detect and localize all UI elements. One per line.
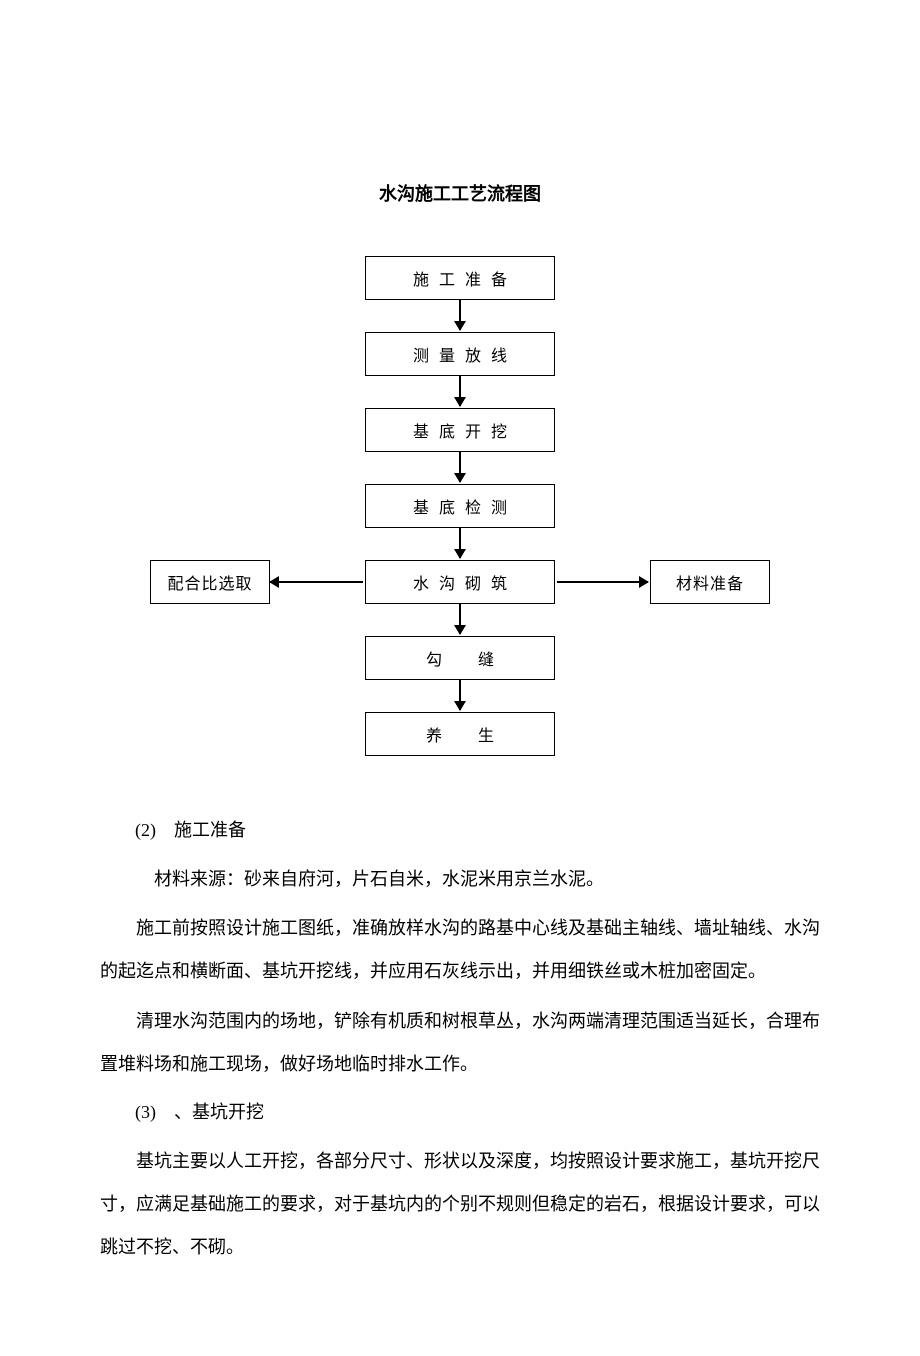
flow-node-n5: 水沟砌筑	[365, 560, 555, 604]
flow-arrow-down-2	[459, 452, 461, 482]
flow-arrow-left-0	[270, 581, 363, 583]
flow-arrow-right-1	[557, 581, 648, 583]
section-title: 施工准备	[174, 820, 246, 840]
page-title: 水沟施工工艺流程图	[100, 180, 820, 206]
section-heading-1: (3) 、基坑开挖	[135, 1098, 820, 1124]
section-num: (2)	[135, 820, 156, 840]
flow-arrow-down-5	[459, 680, 461, 710]
paragraph-1-0: 基坑主要以人工开挖，各部分尺寸、形状以及深度，均按照设计要求施工，基坑开挖尺寸，…	[100, 1140, 820, 1270]
document-page: 水沟施工工艺流程图 施工准备测量放线基底开挖基底检测水沟砌筑勾缝养生配合比选取材…	[0, 0, 920, 1356]
flow-arrow-down-3	[459, 528, 461, 558]
flow-node-sR: 材料准备	[650, 560, 770, 604]
section-title: 、基坑开挖	[174, 1102, 264, 1122]
flow-node-n1: 施工准备	[365, 256, 555, 300]
flow-node-n7: 养生	[365, 712, 555, 756]
flow-node-n2: 测量放线	[365, 332, 555, 376]
section-num: (3)	[135, 1102, 156, 1122]
flow-node-sL: 配合比选取	[150, 560, 270, 604]
flow-node-n6: 勾缝	[365, 636, 555, 680]
content-body: (2) 施工准备材料来源：砂来自府河，片石自米，水泥米用京兰水泥。施工前按照设计施…	[100, 816, 820, 1270]
flowchart-container: 施工准备测量放线基底开挖基底检测水沟砌筑勾缝养生 配合比选取 材料准备	[100, 256, 820, 786]
section-heading-0: (2) 施工准备	[135, 816, 820, 842]
paragraph-0-0: 材料来源：砂来自府河，片石自米，水泥米用京兰水泥。	[100, 858, 820, 901]
flow-arrow-down-0	[459, 300, 461, 330]
paragraph-0-1: 施工前按照设计施工图纸，准确放样水沟的路基中心线及基础主轴线、墙址轴线、水沟的起…	[100, 907, 820, 993]
flow-arrow-down-4	[459, 604, 461, 634]
flow-arrow-down-1	[459, 376, 461, 406]
paragraph-0-2: 清理水沟范围内的场地，铲除有机质和树根草丛，水沟两端清理范围适当延长，合理布置堆…	[100, 1000, 820, 1086]
flow-node-n3: 基底开挖	[365, 408, 555, 452]
flow-node-n4: 基底检测	[365, 484, 555, 528]
